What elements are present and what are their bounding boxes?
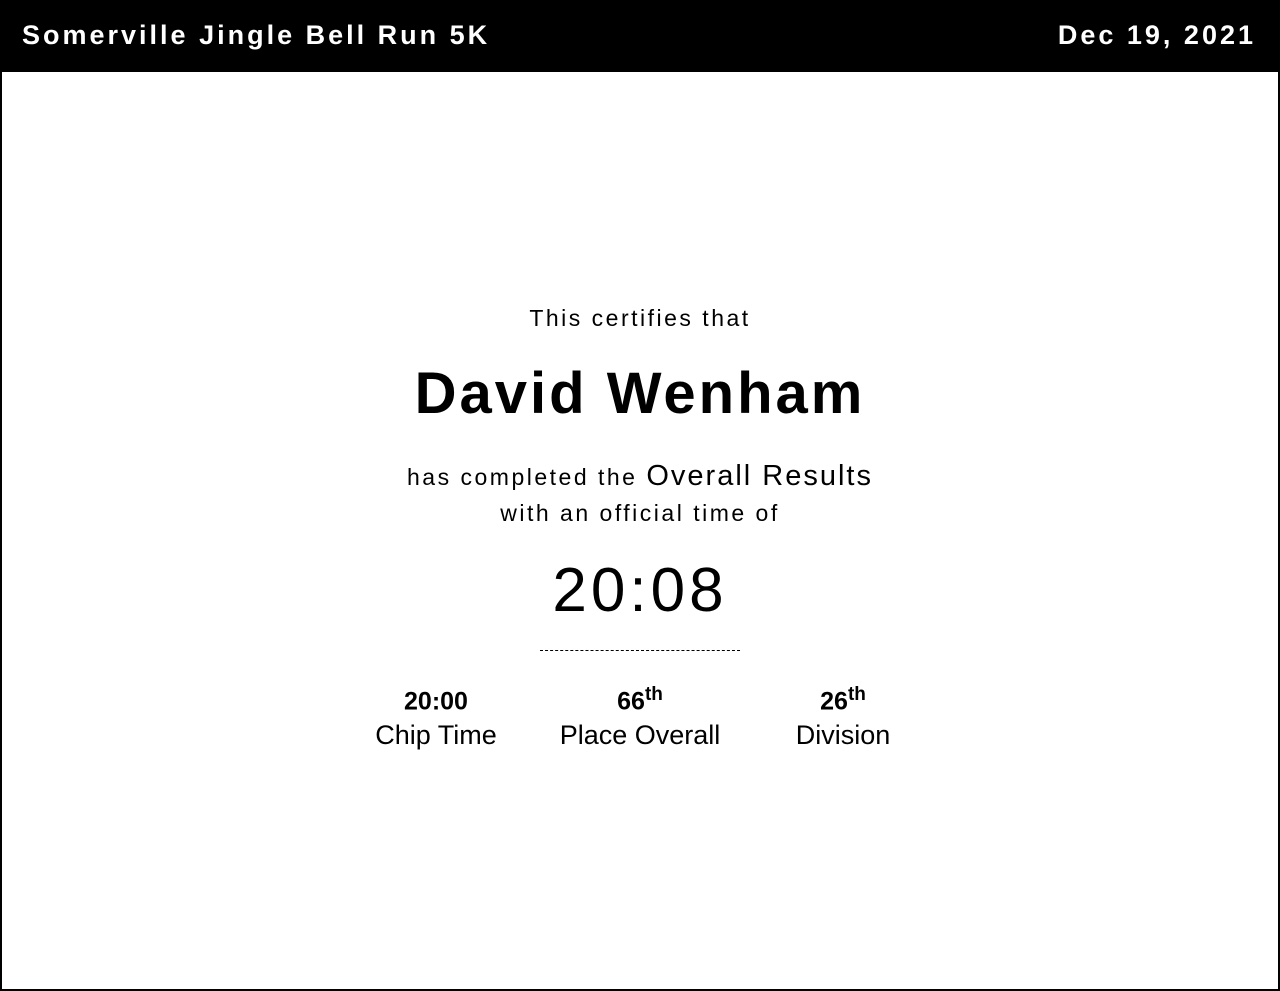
time-prefix: with an official time of bbox=[500, 500, 780, 526]
stat-value: 26th bbox=[820, 684, 866, 716]
stat-label: Place Overall bbox=[559, 720, 721, 751]
stat-chip-time: 20:00 Chip Time bbox=[336, 684, 536, 751]
stat-value: 66th bbox=[617, 684, 663, 716]
completed-prefix: has completed the bbox=[407, 464, 638, 490]
event-title: Somerville Jingle Bell Run 5K bbox=[22, 20, 491, 50]
stat-value: 20:00 bbox=[404, 687, 468, 716]
event-date: Dec 19, 2021 bbox=[1057, 20, 1256, 50]
stat-division: 26th Division bbox=[743, 684, 943, 751]
divider bbox=[540, 650, 740, 651]
certifies-text: This certifies that bbox=[529, 305, 751, 331]
stat-label: Division bbox=[795, 720, 891, 751]
header-bar: Somerville Jingle Bell Run 5K Dec 19, 20… bbox=[0, 0, 1280, 72]
stat-label: Chip Time bbox=[375, 720, 497, 751]
event-category: Overall Results bbox=[646, 460, 873, 492]
runner-name: David Wenham bbox=[414, 361, 866, 426]
completed-text: has completed the Overall Results bbox=[0, 460, 1280, 493]
official-time: 20:08 bbox=[552, 556, 728, 625]
stat-place-overall: 66th Place Overall bbox=[540, 684, 740, 751]
